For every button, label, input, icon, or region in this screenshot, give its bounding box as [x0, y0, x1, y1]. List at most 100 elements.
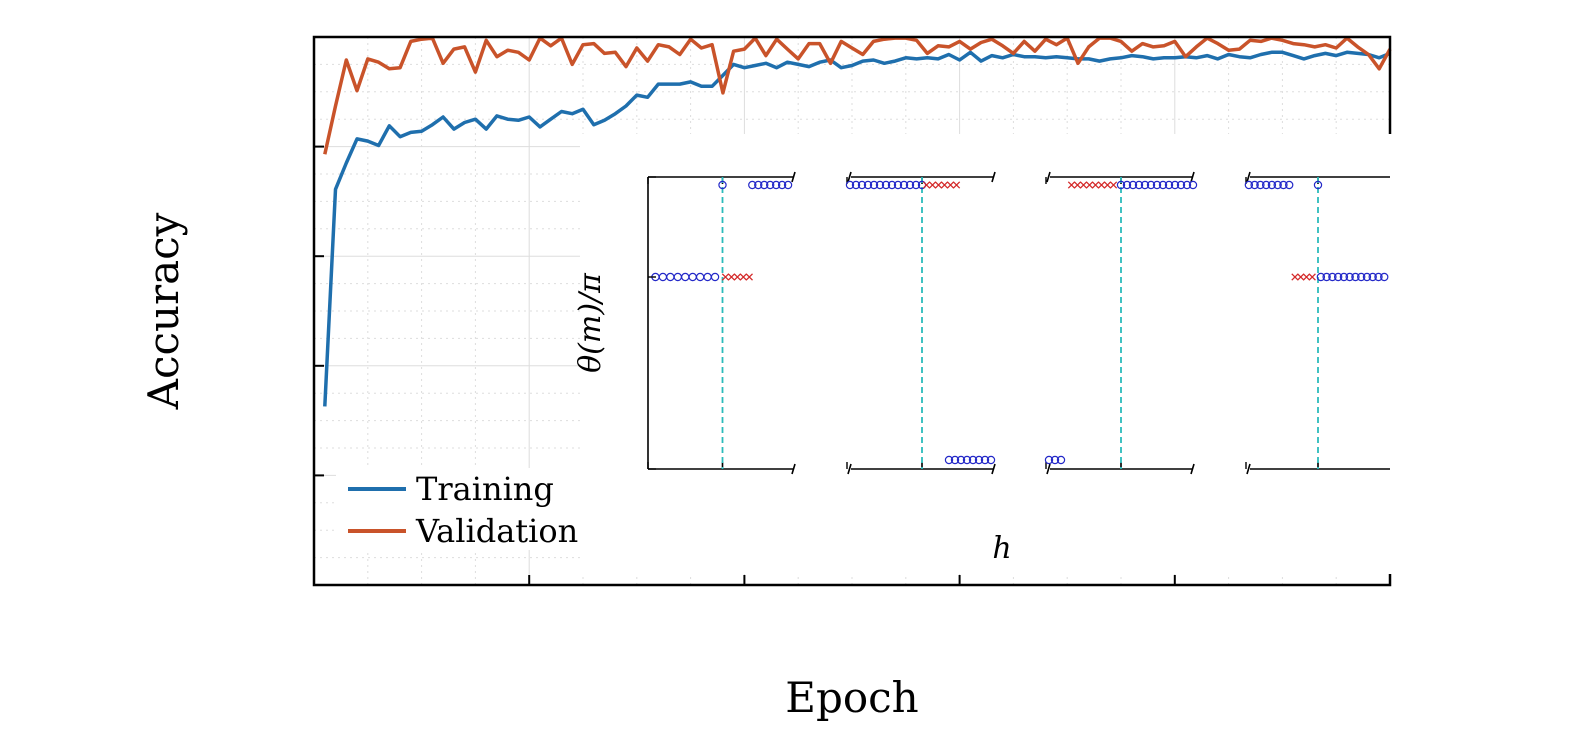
inset-point-circle	[980, 455, 990, 465]
legend-background	[336, 468, 584, 550]
inset-point-circle	[875, 180, 885, 190]
inset-chart: h θ(m)/π	[573, 134, 1392, 574]
inset-point-circle	[1279, 180, 1288, 190]
inset-point-circle	[893, 180, 903, 190]
inset-point-circle	[899, 180, 909, 190]
inset-point-circle	[1380, 272, 1389, 282]
inset-point-cross	[1097, 181, 1106, 189]
inset-point-cross	[1103, 181, 1112, 189]
inset-point-circle	[1362, 272, 1372, 282]
inset-point-circle	[986, 455, 996, 465]
inset-point-circle	[881, 180, 891, 190]
inset-point-cross	[745, 273, 753, 281]
inset-point-circle	[1158, 180, 1168, 190]
inset-point-circle	[1116, 180, 1126, 190]
inset-point-circle	[1128, 180, 1138, 190]
axis-break-mark	[1246, 171, 1251, 183]
inset-point-circle	[950, 455, 960, 465]
inset-point-circle	[1146, 180, 1156, 190]
inset-point-cross	[1302, 273, 1311, 281]
inset-point-circle	[1345, 272, 1354, 282]
inset-point-cross	[1297, 273, 1305, 281]
inset-point-circle	[1256, 180, 1265, 190]
main-series	[323, 36, 1392, 407]
inset-point-circle	[863, 180, 873, 190]
inset-point-cross	[1079, 181, 1088, 189]
inset-point-circle	[1374, 272, 1383, 282]
legend-label-validation: Validation	[415, 512, 578, 550]
inset-point-cross	[1308, 273, 1316, 281]
inset-point-cross	[727, 273, 736, 281]
inset-point-cross	[733, 273, 742, 281]
inset-point-circle	[905, 180, 915, 190]
inset-point-cross	[940, 181, 949, 189]
axis-break-mark	[991, 171, 996, 183]
legend-label-training: Training	[416, 470, 554, 508]
axis-break-mark	[1046, 171, 1051, 183]
inset-point-circle	[845, 180, 855, 190]
inset-point-cross	[1109, 181, 1118, 189]
inset-point-circle	[1134, 180, 1144, 190]
inset-point-circle	[1244, 180, 1254, 190]
inset-point-cross	[1073, 181, 1082, 189]
inset-point-circle	[1313, 180, 1323, 190]
inset-y-axis-label: θ(m)/π	[573, 272, 608, 373]
inset-point-cross	[1091, 181, 1100, 189]
inset-panel	[1044, 171, 1198, 475]
inset-point-circle	[962, 455, 972, 465]
inset-point-circle	[1267, 180, 1277, 190]
inset-point-cross	[928, 181, 937, 189]
inset-point-circle	[718, 180, 727, 190]
main-ticks	[313, 36, 1391, 586]
inset-point-circle	[1356, 272, 1366, 282]
legend: Training Validation	[336, 468, 584, 550]
inset-point-circle	[1056, 455, 1066, 465]
axis-break-mark	[791, 463, 796, 475]
axis-break-mark	[1190, 171, 1195, 183]
inset-point-circle	[1328, 272, 1337, 282]
series-line-validation	[323, 36, 1392, 155]
inset-point-circle	[1164, 180, 1174, 190]
inset-point-circle	[1339, 272, 1349, 282]
inset-point-circle	[771, 180, 781, 190]
inset-panels	[647, 171, 1390, 475]
inset-point-cross	[934, 181, 943, 189]
inset-point-cross	[739, 273, 748, 281]
inset-point-circle	[760, 180, 769, 190]
inset-panel	[647, 171, 796, 475]
inset-point-circle	[1273, 180, 1282, 190]
inset-y-ticks	[647, 176, 656, 470]
inset-point-circle	[1152, 180, 1162, 190]
inset-background	[580, 134, 1392, 574]
inset-point-circle	[1333, 272, 1343, 282]
inset-point-cross	[1067, 181, 1076, 189]
inset-point-circle	[1322, 272, 1331, 282]
inset-point-cross	[952, 181, 961, 189]
series-line-training	[323, 50, 1391, 407]
inset-point-cross	[721, 273, 730, 281]
inset-point-circle	[1170, 180, 1180, 190]
inset-point-circle	[968, 455, 978, 465]
axis-break-mark	[1190, 463, 1195, 475]
inset-point-circle	[1176, 180, 1186, 190]
inset-point-circle	[1044, 455, 1054, 465]
inset-panel	[1244, 171, 1390, 475]
inset-point-circle	[887, 180, 897, 190]
inset-point-circle	[851, 180, 861, 190]
axis-break-mark	[791, 171, 796, 183]
inset-point-circle	[765, 180, 775, 190]
inset-point-circle	[783, 180, 793, 190]
inset-point-circle	[1122, 180, 1132, 190]
axis-break-mark	[1246, 463, 1251, 475]
inset-point-circle	[974, 455, 984, 465]
inset-point-circle	[944, 455, 954, 465]
inset-point-circle	[1261, 180, 1271, 190]
axis-break-mark	[847, 171, 852, 183]
inset-point-circle	[1140, 180, 1150, 190]
y-axis-label: Accuracy	[139, 212, 188, 410]
inset-point-circle	[1050, 455, 1060, 465]
inset-point-circle	[777, 180, 787, 190]
inset-point-circle	[1368, 272, 1377, 282]
inset-point-circle	[1284, 180, 1294, 190]
inset-point-circle	[869, 180, 879, 190]
